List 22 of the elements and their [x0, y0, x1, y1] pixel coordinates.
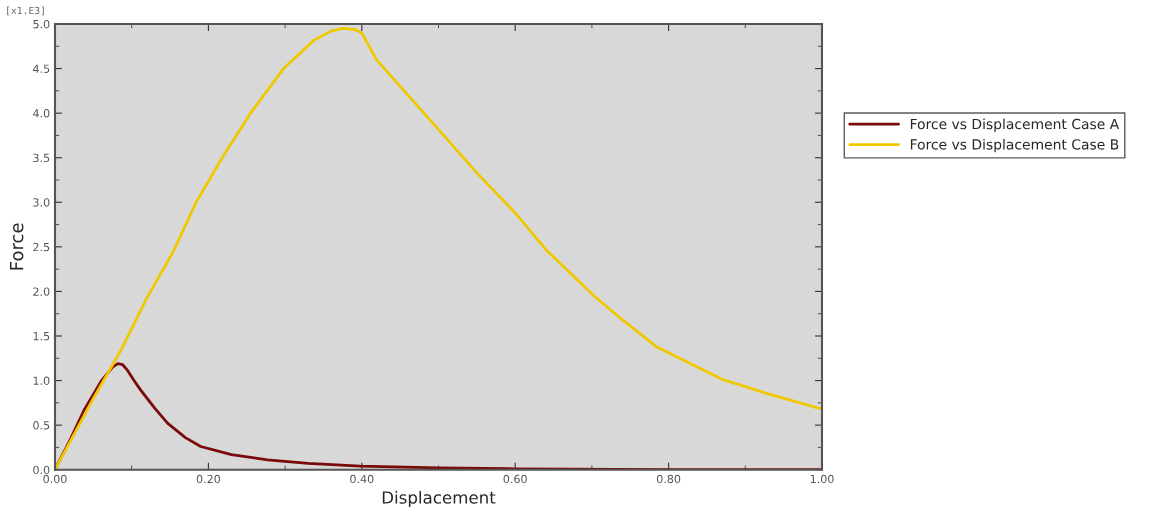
x-tick-label: 0.00: [43, 474, 67, 484]
y-tick-label: 5.0: [33, 19, 50, 29]
x-tick-label: 0.40: [350, 474, 374, 484]
y-tick-label: 3.0: [33, 198, 50, 207]
y-tick-label: 4.5: [33, 64, 50, 73]
y-tick-label: 0.0: [33, 465, 50, 475]
y-tick-label: 2.0: [33, 287, 50, 296]
legend-label: Force vs Displacement Case B: [910, 138, 1119, 153]
y-tick-label: 1.0: [33, 376, 50, 385]
x-tick-label: 1.00: [810, 474, 834, 484]
text: [x1.E3]: [7, 6, 44, 16]
x-axis-title: Displacement: [382, 490, 496, 507]
x-tick-label: 0.80: [656, 474, 681, 484]
y-axis-title: Force: [9, 223, 24, 270]
y-tick-label: 2.5: [33, 242, 50, 252]
y-tick-label: 4.0: [33, 109, 50, 118]
x-tick-label: 0.20: [196, 474, 221, 484]
y-tick-label: 3.5: [33, 153, 50, 163]
y-tick-label: 0.5: [33, 421, 50, 430]
y-tick-label: 1.5: [33, 332, 50, 341]
x-tick-label: 0.60: [503, 474, 527, 484]
legend-label: Force vs Displacement Case A: [910, 118, 1120, 132]
